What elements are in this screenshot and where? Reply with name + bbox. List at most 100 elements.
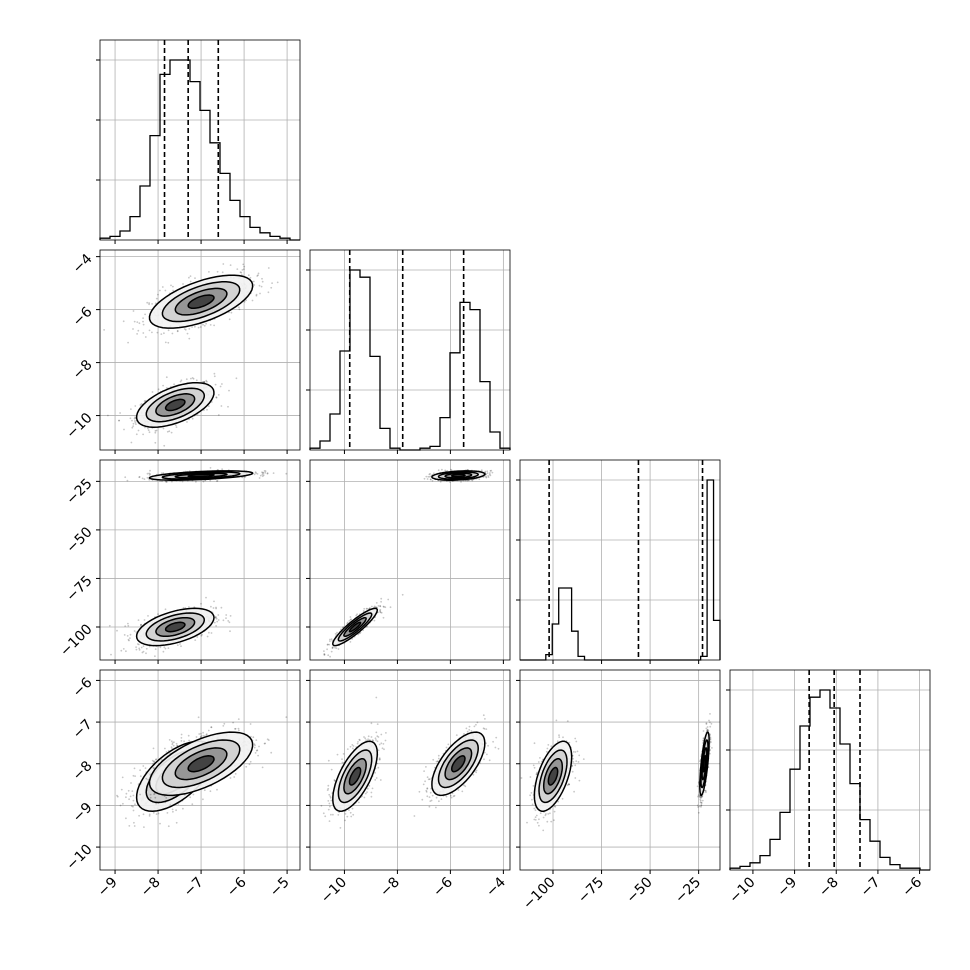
scatter-point — [161, 480, 163, 483]
scatter-point — [191, 417, 194, 420]
contour-line — [174, 287, 228, 316]
scatter-point — [148, 474, 151, 476]
scatter-point — [172, 285, 174, 288]
scatter-point — [484, 470, 487, 473]
scatter-point — [328, 643, 331, 646]
scatter-point — [139, 775, 142, 778]
scatter-point — [159, 289, 161, 292]
scatter-point — [199, 735, 202, 738]
scatter-point — [136, 333, 139, 335]
scatter-point — [171, 480, 173, 483]
scatter-point — [125, 650, 127, 653]
scatter-point — [263, 470, 266, 472]
scatter-point — [254, 471, 257, 474]
scatter-point — [151, 391, 154, 393]
scatter-point — [145, 652, 147, 655]
scatter-point — [138, 476, 141, 478]
scatter-point — [199, 326, 202, 328]
scatter-point — [191, 326, 194, 328]
scatter-point — [201, 633, 203, 636]
scatter-point — [142, 320, 144, 323]
scatter-point — [382, 605, 385, 608]
scatter-point — [266, 472, 269, 475]
scatter-point — [327, 654, 330, 657]
scatter-point — [141, 651, 144, 654]
scatter-point — [375, 602, 378, 604]
contour-line — [348, 621, 362, 633]
scatter-point — [485, 476, 488, 479]
scatter-point — [213, 324, 216, 327]
scatter-point — [186, 421, 188, 423]
scatter-point — [127, 622, 129, 625]
scatter-point — [238, 306, 240, 309]
scatter-point — [125, 792, 128, 795]
scatter-point — [203, 381, 206, 383]
scatter-point — [490, 469, 493, 472]
scatter-point — [349, 618, 352, 621]
scatter-point — [166, 480, 168, 483]
scatter-point — [380, 611, 383, 614]
scatter-point — [184, 328, 187, 331]
scatter-point — [449, 481, 451, 483]
scatter-point — [138, 814, 141, 817]
scatter-point — [241, 269, 244, 271]
scatter-point — [466, 479, 469, 482]
scatter-point — [135, 433, 138, 436]
scatter-point — [213, 372, 216, 375]
scatter-point — [148, 815, 151, 817]
scatter-point — [331, 646, 334, 649]
panel-frame — [729, 669, 931, 871]
scatter-point — [216, 480, 219, 482]
scatter-point — [262, 472, 265, 474]
scatter-point — [167, 341, 170, 344]
scatter-point — [147, 429, 150, 432]
scatter-point — [429, 478, 432, 481]
scatter-point — [134, 421, 137, 424]
scatter-point — [220, 606, 223, 609]
scatter-point — [329, 638, 331, 641]
scatter-point — [487, 475, 489, 477]
scatter-point — [119, 412, 121, 414]
scatter-point — [332, 646, 334, 648]
scatter-point — [156, 331, 159, 334]
scatter-point — [429, 478, 432, 481]
scatter-point — [200, 732, 202, 735]
scatter-point — [208, 271, 210, 273]
scatter-point — [122, 320, 125, 323]
scatter-point — [162, 472, 165, 474]
scatter-point — [251, 299, 254, 302]
scatter-point — [349, 641, 352, 643]
scatter-point — [220, 405, 223, 407]
scatter-point — [155, 758, 158, 760]
contour-line — [187, 473, 215, 478]
scatter-point — [189, 280, 192, 283]
scatter-point — [186, 332, 189, 335]
contour-line — [332, 607, 379, 647]
scatter-point — [157, 613, 159, 615]
scatter-point — [176, 330, 179, 332]
scatter-point — [221, 468, 224, 470]
scatter-point — [175, 424, 177, 427]
scatter-point — [244, 476, 247, 478]
scatter-point — [143, 478, 146, 480]
scatter-point — [444, 469, 447, 472]
density-fill — [349, 622, 361, 632]
panel-background — [100, 250, 300, 450]
scatter-point — [148, 813, 151, 816]
scatter-point — [125, 796, 127, 799]
scatter-point — [207, 405, 210, 408]
scatter-point — [276, 281, 279, 284]
scatter-point — [401, 593, 404, 596]
hist-panel-p3 — [516, 459, 721, 661]
scatter-point — [132, 809, 135, 812]
scatter-point — [238, 308, 241, 311]
scatter-point — [132, 422, 135, 425]
scatter-point — [241, 476, 244, 479]
scatter-point — [188, 337, 191, 340]
scatter-point — [165, 387, 168, 389]
scatter-point — [228, 318, 231, 321]
scatter-point — [245, 299, 248, 302]
scatter-point — [132, 774, 135, 777]
scatter-point — [382, 616, 385, 619]
